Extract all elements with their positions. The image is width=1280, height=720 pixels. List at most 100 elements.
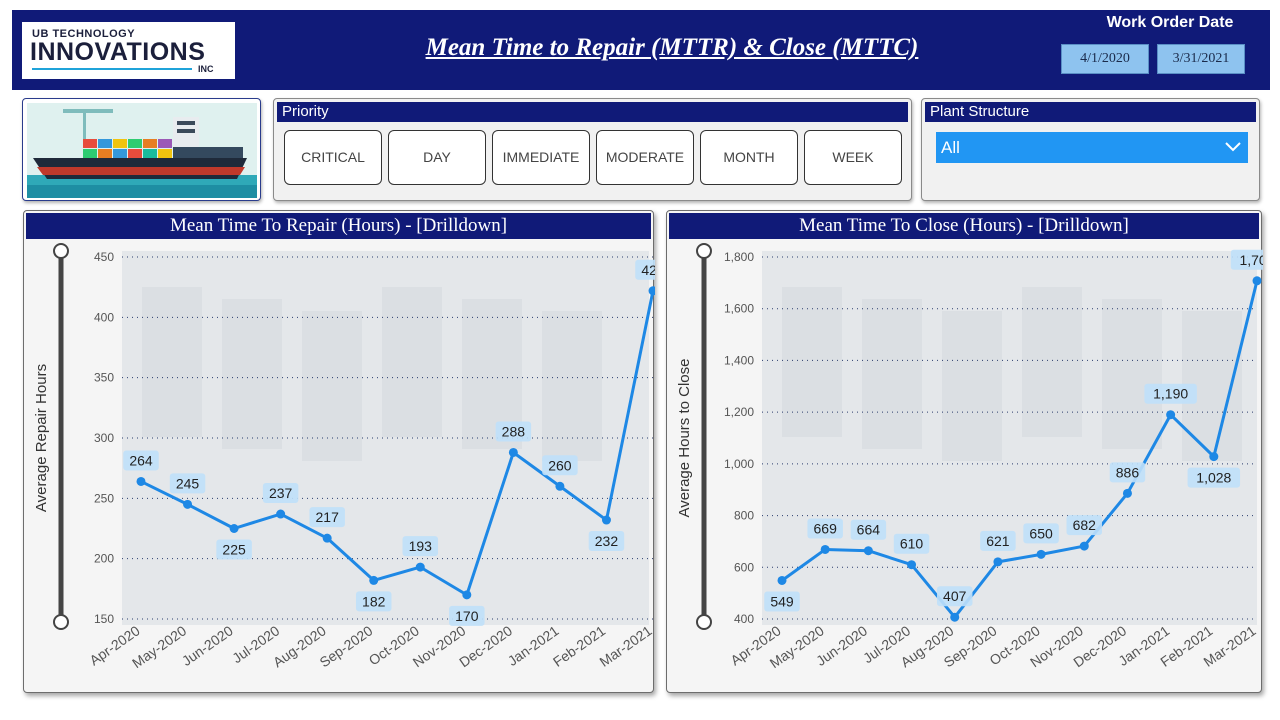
mttr-data-label: 232	[595, 533, 619, 549]
mttr-data-point	[555, 481, 565, 491]
mttr-data-label-background	[355, 591, 392, 612]
mttr-y-axis-label: Average Repair Hours	[33, 364, 50, 512]
mttc-y-tick-label: 1,600	[724, 302, 754, 316]
mttr-data-label-background	[449, 605, 485, 626]
priority-option-week[interactable]: WEEK	[804, 130, 902, 185]
plant-structure-filter-panel: Plant Structure All	[921, 98, 1260, 201]
mttr-data-point	[322, 533, 332, 543]
mttr-background-container-block	[222, 299, 282, 449]
mttc-background-container-block	[1102, 299, 1162, 449]
mttc-data-point	[907, 560, 917, 570]
priority-option-moderate[interactable]: MODERATE	[596, 130, 694, 185]
mttr-data-label: 217	[316, 509, 340, 525]
priority-option-critical[interactable]: CRITICAL	[284, 130, 382, 185]
mttc-data-point	[777, 575, 787, 585]
mttc-data-point	[993, 557, 1003, 567]
mttr-data-point	[276, 509, 286, 519]
mttc-data-label: 621	[986, 533, 1010, 549]
mttr-data-label: 182	[362, 593, 386, 609]
mttr-data-point	[508, 447, 518, 457]
priority-option-day[interactable]: DAY	[388, 130, 486, 185]
mttr-x-tick-label: Dec-2020	[456, 622, 515, 670]
mttc-data-label-background	[980, 530, 1016, 551]
mttc-data-point	[1079, 541, 1089, 551]
mttc-data-point	[1209, 452, 1219, 462]
mttc-data-point	[1252, 276, 1262, 286]
mttr-series-line	[140, 290, 655, 597]
mttc-data-label: 407	[943, 588, 967, 604]
mttc-data-label-background	[936, 586, 973, 607]
mttc-data-label-background	[764, 591, 800, 612]
mttc-y-tick-label: 800	[734, 509, 754, 523]
mttc-data-label: 886	[1116, 464, 1140, 480]
mttr-zoom-slider-top-handle	[53, 243, 69, 259]
mttr-y-tick-label: 250	[94, 491, 114, 505]
mttr-data-point	[369, 575, 379, 585]
mttc-data-label-background	[1187, 467, 1241, 488]
logo-sub-text: INC	[198, 64, 214, 74]
mttc-background-container-block	[782, 287, 842, 437]
mttr-background-container-block	[542, 311, 602, 461]
logo-main-text: INNOVATIONS	[30, 38, 206, 66]
mttr-x-tick-label: Jun-2020	[179, 622, 236, 669]
mttr-line-chart: Average Repair Hours 150 200 250 300 350 400 45…	[33, 243, 655, 671]
mttc-data-point	[950, 612, 960, 622]
mttr-y-tick-label: 350	[94, 371, 114, 385]
mttc-zoom-slider-top-handle	[696, 243, 712, 259]
mttc-data-label-background	[807, 518, 843, 539]
start-date-input[interactable]: 4/1/2020	[1061, 44, 1149, 74]
priority-option-immediate[interactable]: IMMEDIATE	[492, 130, 590, 185]
company-logo: UB TECHNOLOGY INNOVATIONS INC	[22, 22, 235, 79]
mttc-series-line	[781, 280, 1259, 619]
plant-structure-dropdown[interactable]: All	[936, 132, 1248, 163]
mttr-background-container-block	[302, 311, 362, 461]
mttc-y-tick-label: 1,000	[724, 457, 754, 471]
mttc-data-label-background	[1109, 462, 1146, 483]
mttr-data-label: 288	[502, 423, 526, 439]
cargo-ship-icon	[27, 103, 257, 198]
mttc-data-label-background	[1066, 515, 1103, 536]
mttr-y-tick-label: 150	[94, 612, 114, 626]
mttc-background-container-block	[1022, 287, 1082, 437]
mttr-data-label: 193	[409, 538, 433, 554]
mttc-data-label: 1,708	[1239, 252, 1263, 268]
mttc-data-label: 664	[857, 522, 881, 538]
mttc-chart-panel: Mean Time To Close (Hours) - [Drilldown]…	[666, 210, 1263, 693]
mttr-data-point	[462, 590, 472, 600]
mttr-y-tick-label: 200	[94, 552, 114, 566]
mttc-background-container-block	[862, 299, 922, 449]
mttc-y-tick-label: 400	[734, 612, 754, 626]
mttc-data-label: 1,028	[1196, 470, 1231, 486]
mttr-y-tick-label: 450	[94, 250, 114, 264]
mttr-data-point	[136, 476, 146, 486]
mttc-data-label-background	[1230, 249, 1263, 270]
mttc-data-label-background	[1023, 523, 1059, 544]
mttc-data-label: 650	[1029, 525, 1053, 541]
header-bar: UB TECHNOLOGY INNOVATIONS INC Mean Time …	[12, 10, 1270, 90]
mttr-data-label-background	[123, 450, 159, 471]
mttr-data-label-background	[542, 455, 578, 476]
mttr-data-label-background	[309, 507, 345, 528]
mttr-data-label: 225	[222, 542, 246, 558]
priority-option-month[interactable]: MONTH	[700, 130, 798, 185]
page-title: Mean Time to Repair (MTTR) & Close (MTTC…	[425, 34, 919, 61]
mttc-y-tick-label: 1,400	[724, 353, 754, 367]
mttc-data-label: 549	[770, 593, 794, 609]
mttr-data-label-background	[216, 539, 252, 560]
mttc-data-point	[863, 546, 873, 556]
date-filter-label: Work Order Date	[1106, 14, 1234, 31]
mttr-data-label-background	[495, 421, 532, 442]
plant-structure-value: All	[941, 138, 960, 157]
mttc-line-chart: Average Hours to Close 400 600 800 1,000 1,20…	[676, 243, 1263, 671]
mttc-data-point	[1122, 488, 1132, 498]
plant-structure-label: Plant Structure	[925, 102, 1256, 122]
mttr-chart-title: Mean Time To Repair (Hours) - [Drilldown…	[26, 213, 651, 239]
mttr-data-label: 170	[455, 608, 479, 624]
ship-image-panel	[22, 98, 261, 201]
end-date-input[interactable]: 3/31/2021	[1157, 44, 1245, 74]
mttc-data-label: 682	[1073, 517, 1097, 533]
mttr-data-point	[415, 562, 425, 572]
mttr-data-label: 260	[548, 457, 572, 473]
logo-underline	[32, 68, 192, 70]
mttc-y-tick-label: 600	[734, 560, 754, 574]
